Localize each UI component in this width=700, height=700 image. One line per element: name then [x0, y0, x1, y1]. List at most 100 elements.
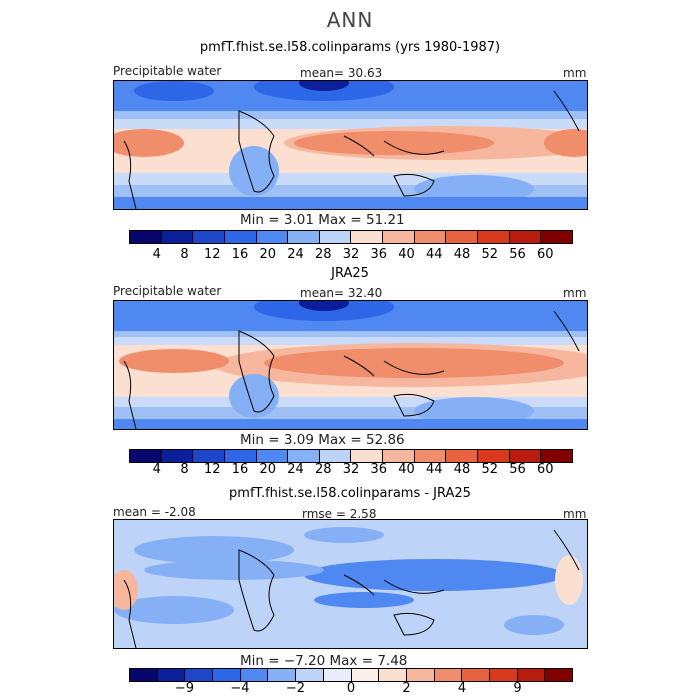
colorbar-tick-label: 24 [287, 247, 304, 262]
panel-2-units-label: mm [563, 286, 587, 300]
colorbar-segment [383, 231, 415, 243]
panel-2-minmax: Min = 3.09 Max = 52.86 [240, 432, 405, 448]
colorbar-tick-label: 12 [203, 247, 221, 262]
colorbar-tick-label: 52 [481, 247, 499, 262]
colorbar-segment [256, 231, 289, 243]
colorbar-tick-label: 4 [152, 462, 161, 477]
colorbar-segment [224, 450, 257, 462]
colorbar-segment [288, 231, 320, 243]
figure-title: ANN [326, 8, 374, 32]
colorbar-segment [541, 231, 572, 243]
colorbar-tick-label: 20 [259, 462, 277, 477]
colorbar-tick-label: 36 [370, 462, 388, 477]
colorbar-segment [541, 450, 572, 462]
colorbar-segment [185, 669, 214, 681]
panel-1-units-label: mm [563, 66, 587, 80]
colorbar-tick-label: 16 [231, 247, 249, 262]
colorbar-segment [193, 231, 225, 243]
colorbar-tick-label: 28 [314, 462, 332, 477]
panel-1-title: pmfT.fhist.se.l58.colinparams (yrs 1980-… [199, 40, 501, 55]
colorbar-tick-label: 2 [402, 681, 411, 696]
colorbar-segment [157, 669, 186, 681]
colorbar-tick-label: 60 [536, 247, 554, 262]
colorbar-segment [130, 450, 162, 462]
colorbar-segment [478, 450, 510, 462]
panel-3-map [113, 519, 588, 649]
colorbar-segment [446, 231, 479, 243]
colorbar-segment [434, 669, 463, 681]
colorbar-segment [161, 450, 194, 462]
colorbar-tick-label: 4 [457, 681, 467, 696]
colorbar-segment [240, 669, 269, 681]
colorbar-segment [351, 450, 384, 462]
colorbar-segment [509, 231, 542, 243]
colorbar-tick-label: 44 [425, 247, 443, 262]
colorbar-segment [351, 231, 384, 243]
colorbar-segment [256, 450, 289, 462]
colorbar-tick-label: 36 [370, 247, 388, 262]
colorbar-tick-label: 44 [425, 462, 443, 477]
colorbar-tick-label: −9 [174, 681, 195, 696]
colorbar-segment [489, 669, 518, 681]
colorbar-segment [383, 450, 415, 462]
panel-3-mean-label: mean = -2.08 [113, 505, 196, 519]
colorbar-tick-label: 60 [536, 462, 554, 477]
panel-2-colorbar [129, 449, 573, 463]
panel-3-rmse-label: rmse = 2.58 [302, 507, 377, 521]
colorbar-segment [319, 231, 352, 243]
colorbar-segment [130, 231, 162, 243]
colorbar-segment [545, 669, 572, 681]
panel-3-units-label: mm [563, 507, 587, 521]
colorbar-segment [446, 450, 479, 462]
colorbar-tick-label: 32 [342, 247, 360, 262]
panel-2-variable-label: Precipitable water [113, 284, 222, 298]
panel-2-title: JRA25 [331, 266, 369, 281]
colorbar-tick-label: −2 [285, 681, 306, 696]
colorbar-segment [517, 669, 546, 681]
panel-1-mean-label: mean= 30.63 [300, 66, 383, 80]
colorbar-tick-label: 40 [398, 247, 415, 262]
colorbar-tick-label: −4 [230, 681, 250, 696]
colorbar-segment [213, 669, 241, 681]
colorbar-segment [478, 231, 510, 243]
colorbar-segment [462, 669, 490, 681]
colorbar-tick-label: 4 [152, 247, 161, 262]
colorbar-tick-label: 52 [481, 462, 499, 477]
panel-1-colorbar [129, 230, 573, 244]
panel-2-map [113, 300, 588, 430]
colorbar-segment [323, 669, 352, 681]
panel-2-map-svg [114, 301, 587, 429]
colorbar-segment [193, 450, 225, 462]
panel-3-minmax: Min = −7.20 Max = 7.48 [240, 653, 408, 669]
panel-1-minmax: Min = 3.01 Max = 51.21 [240, 212, 405, 228]
colorbar-tick-label: 8 [180, 247, 189, 262]
colorbar-tick-label: 0 [346, 681, 356, 696]
panel-1-map-svg [114, 81, 587, 209]
colorbar-tick-label: 40 [398, 462, 415, 477]
colorbar-tick-label: 8 [180, 462, 189, 477]
colorbar-tick-label: 24 [287, 462, 304, 477]
colorbar-tick-label: 48 [453, 462, 471, 477]
colorbar-tick-label: 32 [342, 462, 360, 477]
colorbar-segment [161, 231, 194, 243]
panel-3-colorbar [129, 668, 573, 682]
panel-3-map-svg [114, 520, 587, 648]
colorbar-segment [414, 231, 447, 243]
colorbar-tick-label: 56 [509, 247, 526, 262]
panel-3-title: pmfT.fhist.se.l58.colinparams - JRA25 [229, 486, 471, 501]
colorbar-segment [288, 450, 320, 462]
panel-2-mean-label: mean= 32.40 [300, 286, 383, 300]
colorbar-segment [224, 231, 257, 243]
colorbar-tick-label: 28 [314, 247, 332, 262]
colorbar-segment [319, 450, 352, 462]
panel-1-map [113, 80, 588, 210]
colorbar-tick-label: 48 [453, 247, 471, 262]
colorbar-tick-label: 16 [231, 462, 249, 477]
colorbar-segment [296, 669, 324, 681]
colorbar-segment [268, 669, 297, 681]
colorbar-tick-label: 12 [203, 462, 221, 477]
colorbar-tick-label: 20 [259, 247, 277, 262]
colorbar-tick-label: 9 [513, 681, 522, 696]
colorbar-segment [414, 450, 447, 462]
colorbar-segment [351, 669, 380, 681]
